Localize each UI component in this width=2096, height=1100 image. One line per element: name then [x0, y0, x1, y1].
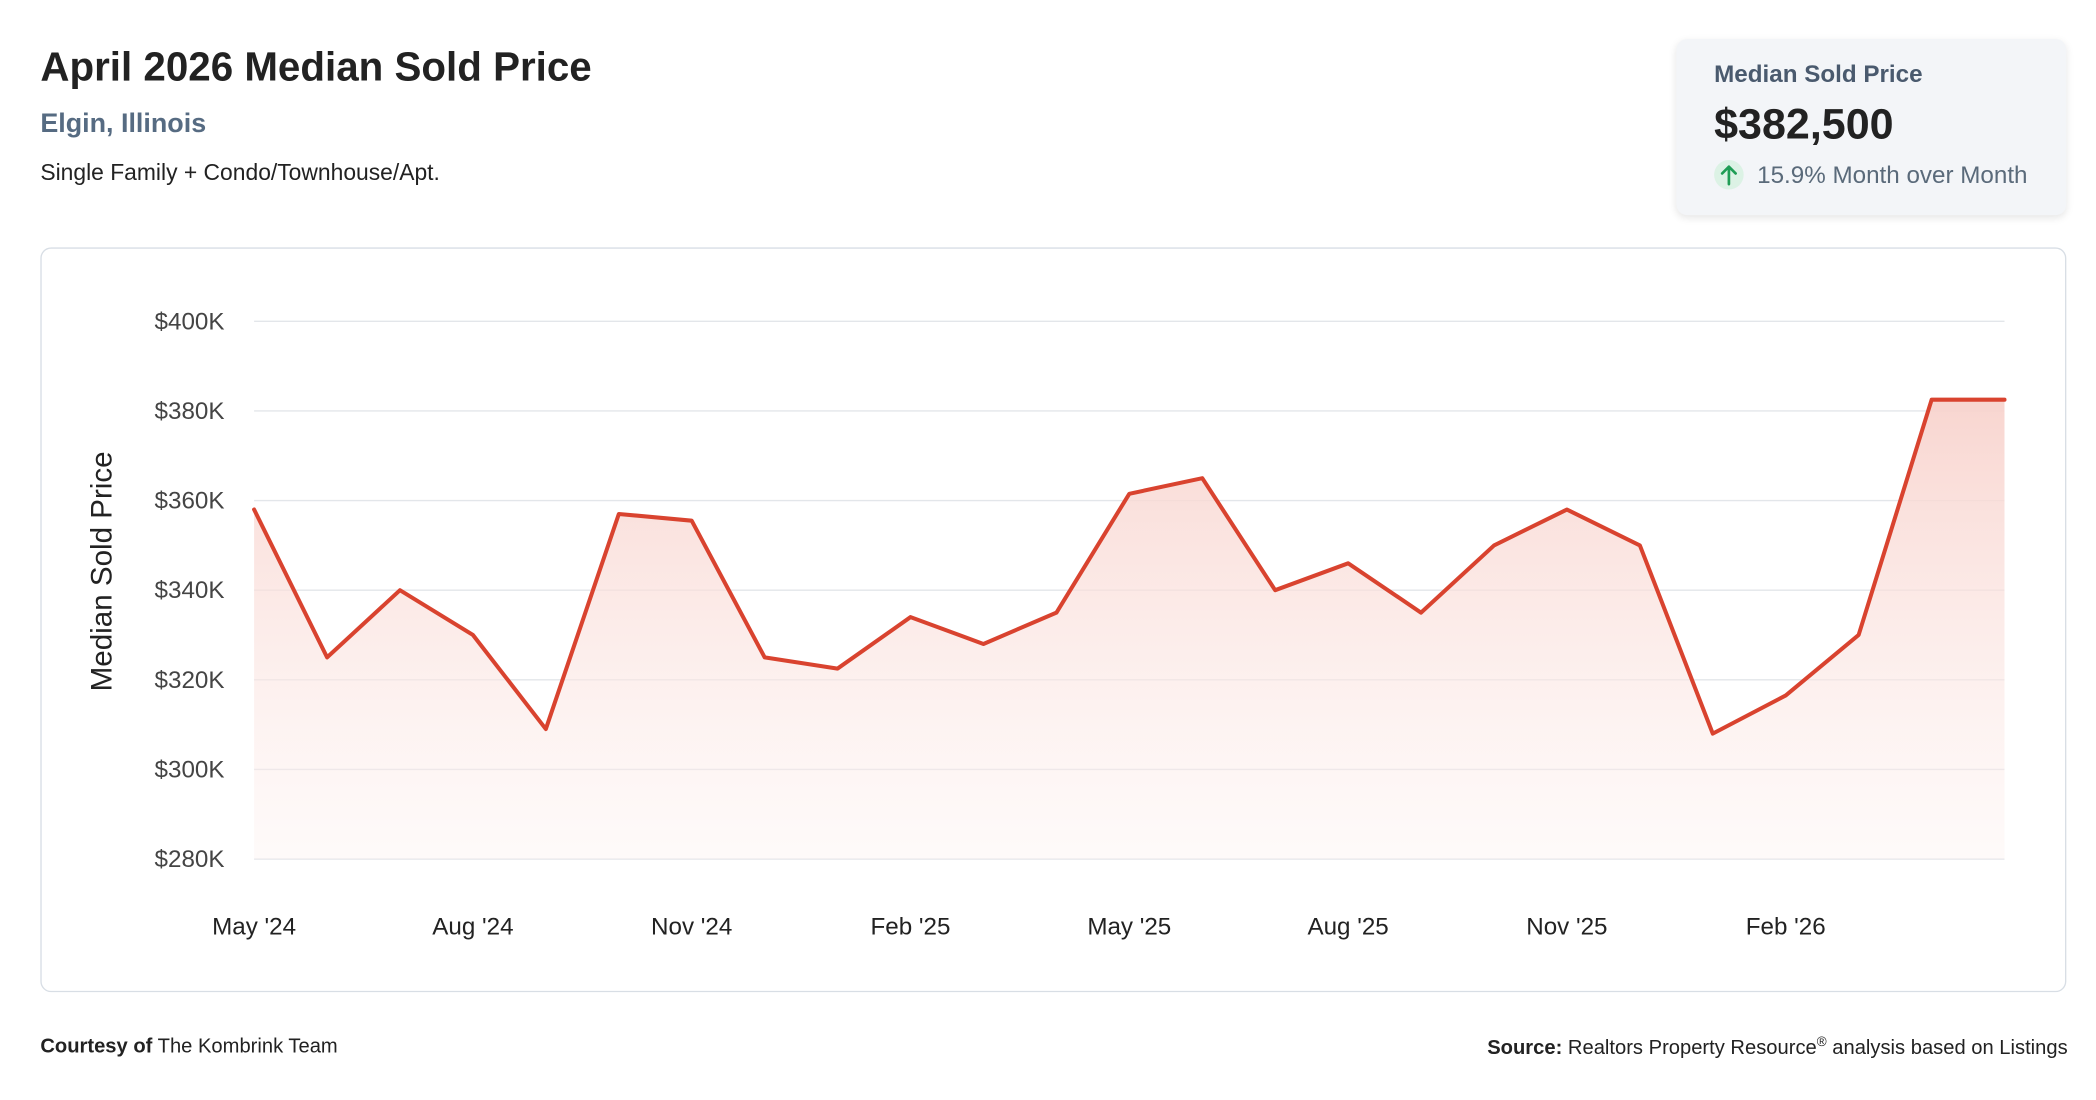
y-tick-label: $360K — [155, 488, 225, 515]
y-tick-label: $280K — [155, 846, 225, 873]
x-tick-label: Nov '25 — [1526, 913, 1607, 940]
median-price-stat-card: Median Sold Price $382,500 15.9% Month o… — [1676, 38, 2067, 216]
series-line — [252, 397, 2007, 736]
stat-value: $382,500 — [1714, 99, 1894, 148]
x-tick-label: May '25 — [1087, 913, 1171, 940]
y-tick-label: $400K — [155, 308, 225, 335]
stat-change: 15.9% Month over Month — [1714, 159, 2066, 190]
source-label: Source: — [1487, 1036, 1563, 1060]
y-tick-label: $380K — [155, 398, 225, 425]
courtesy-name: The Kombrink Team — [157, 1035, 338, 1059]
courtesy-label: Courtesy of — [40, 1035, 153, 1059]
y-tick-label: $300K — [155, 757, 225, 784]
chart-card: $400K $380K $360K $340K $320K $300K $280K May … — [40, 247, 2067, 993]
registered-mark: ® — [1816, 1035, 1827, 1050]
stat-label: Median Sold Price — [1714, 60, 1923, 88]
x-tick-label: Feb '25 — [871, 913, 951, 940]
x-tick-label: Aug '24 — [432, 913, 513, 940]
source-footer: Source: Realtors Property Resource® anal… — [1487, 1035, 2067, 1059]
x-tick-label: Nov '24 — [651, 913, 732, 940]
source-text: Realtors Property Resource — [1567, 1036, 1817, 1060]
median-price-chart: $400K $380K $360K $340K $320K $300K $280K May … — [86, 308, 2007, 940]
courtesy-footer: Courtesy of The Kombrink Team — [40, 1035, 337, 1058]
location-label: Elgin, Illinois — [40, 108, 207, 139]
y-tick-label: $340K — [155, 577, 225, 604]
arrow-up-icon — [1714, 159, 1744, 190]
area-fill — [254, 399, 2005, 860]
x-tick-label: Aug '25 — [1307, 913, 1388, 940]
y-tick-label: $320K — [155, 667, 225, 694]
page-title: April 2026 Median Sold Price — [40, 45, 592, 91]
stat-change-text: 15.9% Month over Month — [1757, 160, 2028, 188]
property-types-label: Single Family + Condo/Townhouse/Apt. — [40, 159, 440, 186]
y-axis-label: Median Sold Price — [86, 451, 119, 691]
source-text-2: analysis based on Listings — [1826, 1036, 2068, 1060]
x-tick-label: Feb '26 — [1746, 913, 1826, 940]
x-tick-label: May '24 — [212, 913, 296, 940]
